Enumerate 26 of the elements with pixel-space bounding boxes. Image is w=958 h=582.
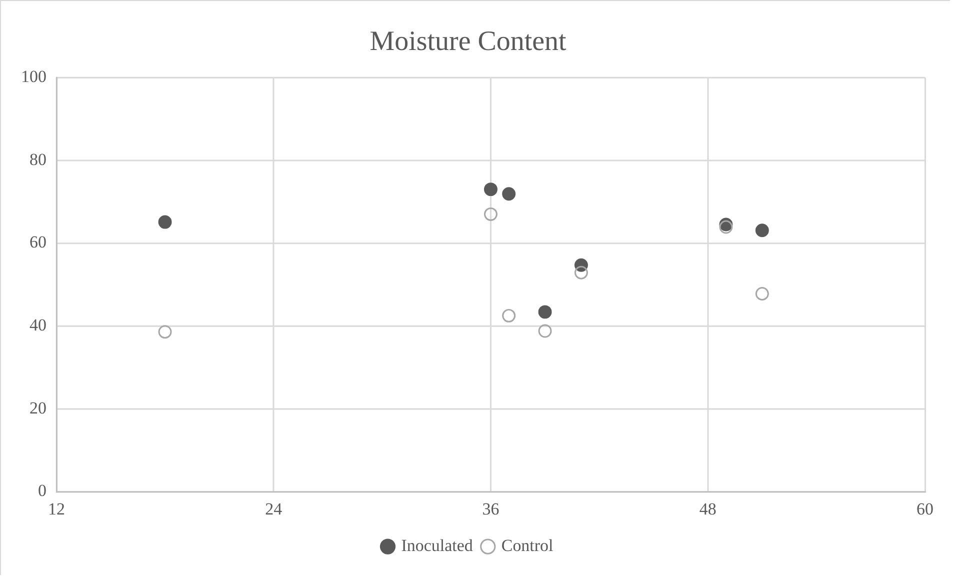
x-tick-label: 12: [48, 499, 65, 518]
point: [538, 305, 552, 319]
point: [484, 182, 498, 196]
x-tick-label: 24: [265, 499, 283, 518]
y-tick-label: 20: [29, 398, 46, 418]
x-tick-label: 36: [482, 499, 500, 518]
point: [502, 308, 516, 322]
point: [755, 286, 769, 300]
point: [755, 224, 769, 238]
point: [574, 266, 588, 280]
y-tick-label: 0: [38, 481, 46, 500]
x-tick-label: 48: [699, 499, 716, 518]
point: [158, 215, 172, 229]
legend-label: Control: [501, 536, 554, 556]
point: [719, 220, 733, 234]
legend-label: Inoculated: [401, 536, 474, 556]
y-tick-label: 60: [29, 232, 46, 252]
x-tick-label: 60: [916, 499, 934, 518]
y-tick-label: 80: [29, 150, 46, 169]
y-tick-label: 40: [29, 316, 46, 334]
point: [484, 207, 498, 221]
y-tick-label: 100: [20, 66, 46, 86]
chart-title: Moisture Content: [370, 26, 566, 58]
point: [502, 187, 516, 201]
point: [538, 324, 552, 338]
point: [158, 325, 172, 339]
